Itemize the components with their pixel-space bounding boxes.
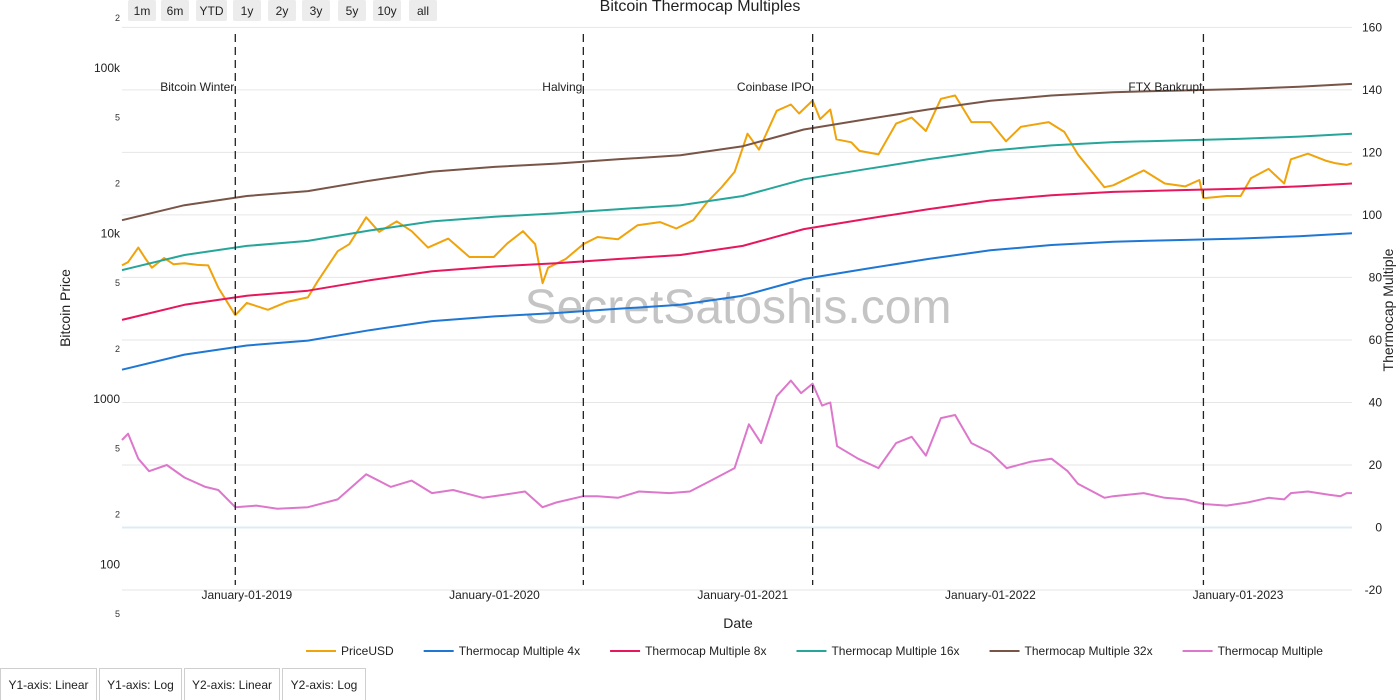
range-button[interactable]: all bbox=[409, 0, 437, 21]
y-axis-minor-tick-label: 5 bbox=[115, 444, 120, 454]
y2-axis-tick-label: -20 bbox=[1365, 583, 1383, 597]
legend-item-price[interactable]: PriceUSD bbox=[341, 644, 394, 658]
y-axis-minor-tick-label: 2 bbox=[115, 179, 120, 189]
y2-axis-tick-label: 60 bbox=[1369, 333, 1383, 347]
legend: PriceUSD Thermocap Multiple 4x Thermocap M… bbox=[306, 644, 1323, 658]
y-axis-minor-tick-label: 2 bbox=[115, 13, 120, 23]
x-axis-title: Date bbox=[723, 615, 753, 631]
watermark: SecretSatoshis.com bbox=[525, 281, 952, 334]
range-button[interactable]: 10y bbox=[373, 0, 401, 21]
legend-item-tm[interactable]: Thermocap Multiple bbox=[1218, 644, 1324, 658]
y-axis-minor-tick-label: 2 bbox=[115, 510, 120, 520]
y2-axis-tick-label: 80 bbox=[1369, 270, 1383, 284]
legend-item-tm4[interactable]: Thermocap Multiple 4x bbox=[459, 644, 580, 658]
series-line-tm8 bbox=[121, 182, 1353, 321]
range-button[interactable]: 2y bbox=[268, 0, 296, 21]
event-label: FTX Bankrupt bbox=[1128, 80, 1203, 94]
series-line-tm4 bbox=[121, 232, 1353, 371]
range-button[interactable]: YTD bbox=[196, 0, 227, 21]
chart-title: Bitcoin Thermocap Multiples bbox=[599, 0, 801, 15]
legend-item-tm8[interactable]: Thermocap Multiple 8x bbox=[645, 644, 766, 658]
event-label: Bitcoin Winter bbox=[160, 80, 234, 94]
range-button[interactable]: 5y bbox=[338, 0, 366, 21]
y2-axis-tick-label: 20 bbox=[1369, 458, 1383, 472]
series-line-tm16 bbox=[121, 132, 1353, 272]
y2-axis-tick-label: 100 bbox=[1362, 208, 1382, 222]
legend-item-tm16[interactable]: Thermocap Multiple 16x bbox=[831, 644, 959, 658]
y2-axis-tick-label: 140 bbox=[1362, 83, 1382, 97]
event-label: Halving bbox=[542, 80, 582, 94]
axis-scale-button[interactable]: Y1-axis: Linear bbox=[0, 668, 97, 700]
event-label: Coinbase IPO bbox=[737, 80, 812, 94]
y2-axis-tick-label: 120 bbox=[1362, 145, 1382, 159]
axis-scale-button[interactable]: Y1-axis: Log bbox=[99, 668, 182, 700]
y-axis-major-tick-label: 10k bbox=[101, 226, 121, 240]
series-line-price bbox=[121, 94, 1353, 317]
y-axis-minor-tick-label: 5 bbox=[115, 609, 120, 619]
legend-item-tm32[interactable]: Thermocap Multiple 32x bbox=[1025, 644, 1153, 658]
range-button[interactable]: 1y bbox=[233, 0, 261, 21]
range-button[interactable]: 1m bbox=[128, 0, 156, 21]
x-axis-tick-label: January-01-2023 bbox=[1193, 588, 1284, 602]
x-axis-tick-label: January-01-2022 bbox=[945, 588, 1036, 602]
y-axis-major-tick-label: 100k bbox=[94, 61, 121, 75]
y2-axis-title: Thermocap Multiple bbox=[1380, 248, 1396, 371]
y2-axis-tick-label: 40 bbox=[1369, 395, 1383, 409]
y-axis-minor-tick-label: 5 bbox=[115, 278, 120, 288]
y-axis-minor-tick-label: 2 bbox=[115, 344, 120, 354]
x-axis-tick-label: January-01-2020 bbox=[449, 588, 540, 602]
series-line-tm32 bbox=[121, 82, 1353, 222]
x-axis-tick-label: January-01-2019 bbox=[201, 588, 292, 602]
axis-scale-button[interactable]: Y2-axis: Linear bbox=[184, 668, 280, 700]
y2-axis-tick-label: 160 bbox=[1362, 20, 1382, 34]
y-axis-major-tick-label: 1000 bbox=[93, 392, 120, 406]
y-axis-minor-tick-label: 5 bbox=[115, 113, 120, 123]
axis-scale-button[interactable]: Y2-axis: Log bbox=[282, 668, 366, 700]
x-axis-tick-label: January-01-2021 bbox=[697, 588, 788, 602]
y2-axis-tick-label: 0 bbox=[1375, 520, 1382, 534]
range-button[interactable]: 3y bbox=[302, 0, 330, 21]
y-axis-title: Bitcoin Price bbox=[57, 269, 73, 347]
series-line-tm bbox=[121, 379, 1352, 510]
y-axis-major-tick-label: 100 bbox=[100, 557, 120, 571]
range-button[interactable]: 6m bbox=[161, 0, 189, 21]
